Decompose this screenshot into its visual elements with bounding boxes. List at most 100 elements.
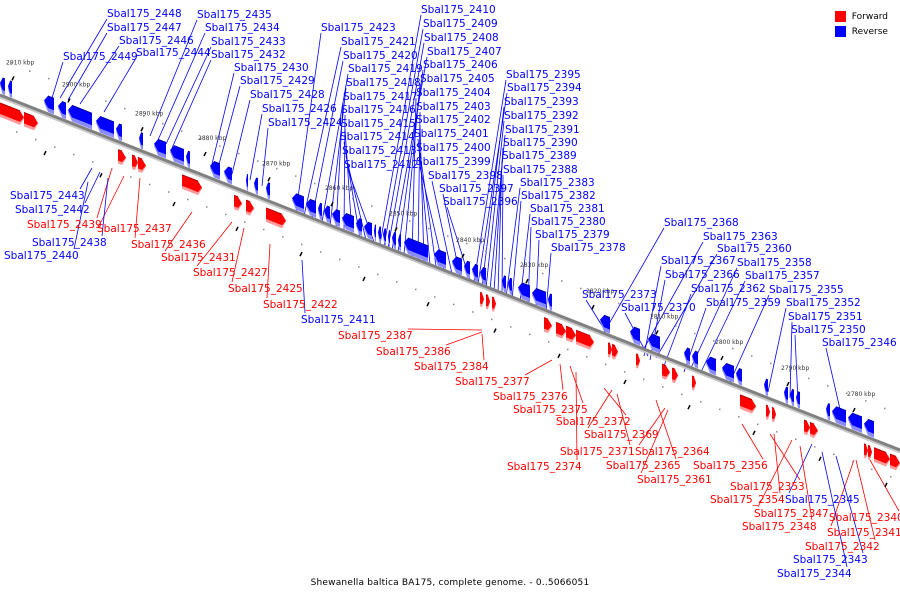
gene-label[interactable]: Sbal175_2368 [664, 217, 739, 229]
reverse-gene[interactable] [502, 275, 507, 293]
gene-label[interactable]: Sbal175_2378 [551, 242, 626, 254]
reverse-gene[interactable] [548, 293, 553, 311]
reverse-gene[interactable] [318, 202, 323, 221]
gene-label[interactable]: Sbal175_2388 [503, 164, 578, 176]
reverse-gene[interactable] [452, 256, 463, 276]
gene-label[interactable]: Sbal175_2435 [197, 9, 272, 21]
reverse-gene[interactable] [116, 123, 123, 142]
gene-label[interactable]: Sbal175_2395 [506, 69, 581, 81]
gene-label[interactable]: Sbal175_2392 [504, 110, 579, 122]
reverse-gene[interactable] [139, 132, 144, 150]
gene-label[interactable]: Sbal175_2380 [531, 216, 606, 228]
reverse-gene[interactable] [8, 80, 13, 98]
reverse-gene[interactable] [170, 145, 185, 166]
gene-label[interactable]: Sbal175_2383 [520, 177, 595, 189]
forward-gene[interactable] [691, 375, 696, 391]
gene-label[interactable]: Sbal175_2431 [161, 252, 236, 264]
forward-gene[interactable] [479, 291, 484, 308]
reverse-gene[interactable] [480, 267, 487, 285]
reverse-gene[interactable] [404, 237, 429, 262]
gene-label[interactable]: Sbal175_2340 [829, 512, 900, 524]
reverse-gene[interactable] [332, 209, 341, 228]
gene-label[interactable]: Sbal175_2406 [423, 59, 498, 71]
gene-label[interactable]: Sbal175_2371 [560, 446, 635, 458]
gene-label[interactable]: Sbal175_2348 [742, 521, 817, 533]
reverse-gene[interactable] [790, 388, 795, 407]
gene-label[interactable]: Sbal175_2423 [321, 22, 396, 34]
reverse-gene[interactable] [96, 115, 115, 138]
gene-label[interactable]: Sbal175_2411 [301, 314, 376, 326]
gene-label[interactable]: Sbal175_2377 [455, 376, 530, 388]
gene-label[interactable]: Sbal175_2416 [341, 104, 416, 116]
reverse-gene[interactable] [224, 166, 233, 185]
forward-gene[interactable] [635, 353, 640, 369]
gene-label[interactable]: Sbal175_2402 [416, 114, 491, 126]
gene-label[interactable]: Sbal175_2355 [769, 284, 844, 296]
reverse-gene[interactable] [44, 95, 55, 115]
gene-label[interactable]: Sbal175_2438 [32, 237, 107, 249]
gene-label[interactable]: Sbal175_2436 [131, 239, 206, 251]
reverse-gene[interactable] [764, 378, 769, 396]
gene-label[interactable]: Sbal175_2401 [414, 128, 489, 140]
forward-gene[interactable] [543, 317, 552, 334]
reverse-gene[interactable] [378, 226, 382, 244]
gene-label[interactable]: Sbal175_2443 [10, 190, 85, 202]
reverse-gene[interactable] [684, 347, 691, 366]
gene-label[interactable]: Sbal175_2351 [788, 311, 863, 323]
forward-gene[interactable] [889, 453, 900, 471]
gene-label[interactable]: Sbal175_2399 [416, 156, 491, 168]
gene-label[interactable]: Sbal175_2420 [343, 50, 418, 62]
forward-gene[interactable] [485, 294, 490, 310]
gene-label[interactable]: Sbal175_2413 [342, 145, 417, 157]
forward-gene[interactable] [491, 296, 496, 312]
gene-label[interactable]: Sbal175_2353 [730, 481, 805, 493]
forward-gene[interactable] [131, 154, 138, 171]
gene-label[interactable]: Sbal175_2359 [706, 297, 781, 309]
gene-label[interactable]: Sbal175_2449 [63, 51, 138, 63]
gene-label[interactable]: Sbal175_2394 [507, 82, 582, 94]
reverse-gene[interactable] [508, 277, 513, 295]
gene-label[interactable]: Sbal175_2360 [717, 243, 792, 255]
gene-label[interactable]: Sbal175_2393 [504, 96, 579, 108]
gene-label[interactable]: Sbal175_2372 [556, 416, 631, 428]
gene-label[interactable]: Sbal175_2414 [340, 131, 415, 143]
gene-label[interactable]: Sbal175_2382 [521, 190, 596, 202]
gene-label[interactable]: Sbal175_2422 [263, 299, 338, 311]
gene-label[interactable]: Sbal175_2357 [745, 270, 820, 282]
gene-label[interactable]: Sbal175_2426 [262, 103, 337, 115]
gene-label[interactable]: Sbal175_2397 [439, 183, 514, 195]
reverse-gene[interactable] [383, 228, 387, 246]
gene-label[interactable]: Sbal175_2396 [443, 196, 518, 208]
gene-label[interactable]: Sbal175_2386 [376, 346, 451, 358]
gene-label[interactable]: Sbal175_2400 [416, 142, 491, 154]
gene-label[interactable]: Sbal175_2409 [423, 18, 498, 30]
reverse-gene[interactable] [736, 368, 743, 386]
reverse-gene[interactable] [692, 350, 699, 369]
gene-label[interactable]: Sbal175_2391 [505, 124, 580, 136]
gene-label[interactable]: Sbal175_2415 [341, 118, 416, 130]
gene-label[interactable]: Sbal175_2398 [428, 170, 503, 182]
forward-gene[interactable] [233, 194, 242, 211]
reverse-gene[interactable] [600, 314, 611, 334]
gene-label[interactable]: Sbal175_2433 [211, 36, 286, 48]
gene-label[interactable]: Sbal175_2442 [15, 204, 90, 216]
reverse-gene[interactable] [630, 326, 641, 346]
gene-label[interactable]: Sbal175_2425 [228, 283, 303, 295]
forward-gene[interactable] [671, 367, 678, 384]
reverse-gene[interactable] [434, 249, 447, 269]
gene-label[interactable]: Sbal175_2387 [338, 330, 413, 342]
gene-label[interactable]: Sbal175_2354 [710, 494, 785, 506]
reverse-gene[interactable] [292, 193, 305, 213]
gene-label[interactable]: Sbal175_2352 [786, 297, 861, 309]
gene-label[interactable]: Sbal175_2347 [754, 508, 829, 520]
reverse-gene[interactable] [464, 260, 471, 279]
reverse-gene[interactable] [266, 182, 271, 200]
forward-gene[interactable] [117, 149, 126, 166]
forward-gene[interactable] [607, 342, 612, 358]
forward-gene[interactable] [739, 394, 756, 414]
gene-label[interactable]: Sbal175_2367 [661, 255, 736, 267]
gene-label[interactable]: Sbal175_2440 [4, 250, 79, 262]
forward-gene[interactable] [867, 444, 872, 461]
forward-gene[interactable] [565, 325, 576, 343]
gene-label[interactable]: Sbal175_2356 [693, 460, 768, 472]
